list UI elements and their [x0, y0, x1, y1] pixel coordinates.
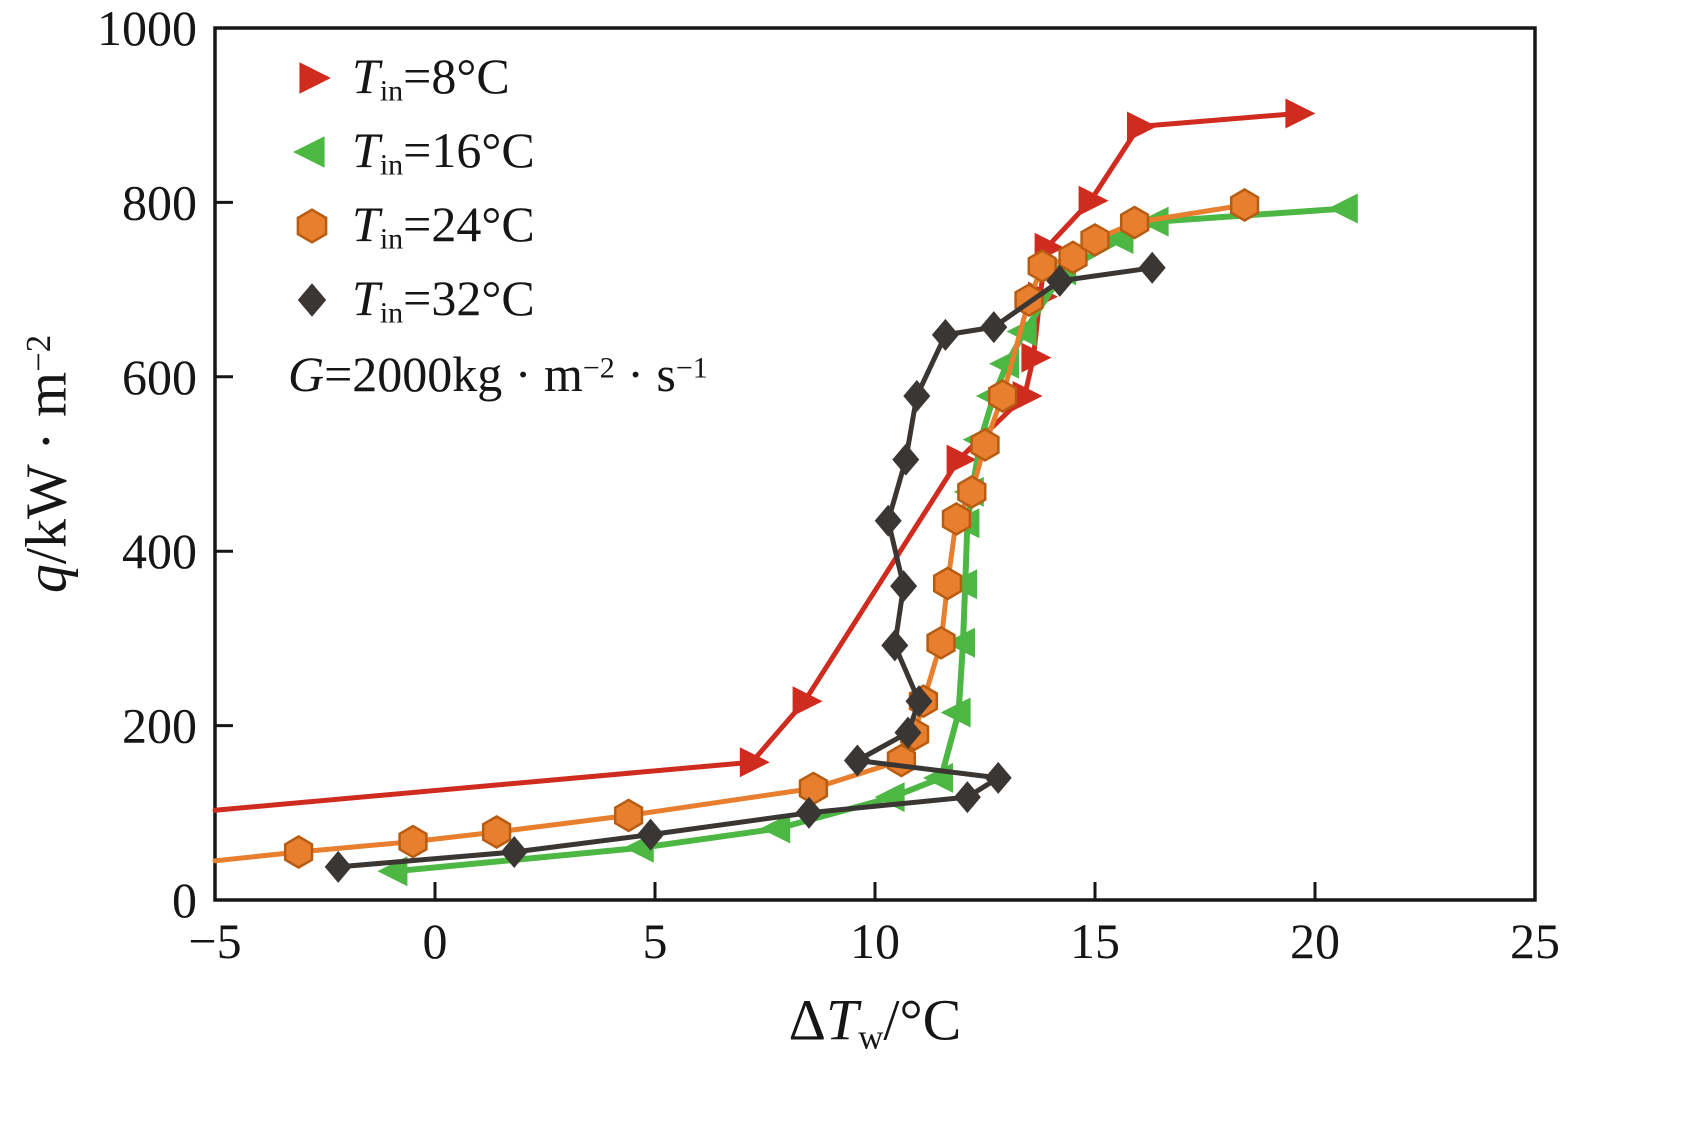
marker-triangle-right [1127, 111, 1157, 142]
y-tick-label: 1000 [97, 0, 197, 56]
marker-hexagon [1080, 222, 1110, 257]
legend-marker-triangle-left-icon [288, 128, 336, 176]
marker-diamond [637, 818, 665, 851]
marker-triangle-right [792, 686, 823, 717]
y-tick-label: 600 [122, 349, 197, 405]
legend-label: Tin=16°C [352, 122, 535, 182]
marker-diamond [843, 744, 871, 777]
marker-hexagon [1229, 188, 1260, 222]
marker-hexagon [283, 835, 314, 869]
marker-diamond [905, 685, 933, 718]
marker-diamond [892, 443, 920, 476]
marker-hexagon [1027, 249, 1057, 284]
marker-diamond [931, 318, 959, 351]
marker-hexagon [481, 815, 512, 849]
marker-diamond [881, 629, 909, 662]
marker-hexagon [1119, 205, 1150, 240]
marker-diamond [297, 283, 327, 317]
marker-hexagon [296, 208, 328, 244]
y-tick-label: 400 [122, 523, 197, 579]
legend-item-tin-32: Tin=32°C [288, 266, 708, 334]
legend: Tin=8°C Tin=16°C Tin=24°C Tin=32°C G=200… [288, 44, 708, 408]
marker-diamond [894, 716, 922, 749]
marker-diamond [984, 761, 1012, 794]
delta-symbol: Δ [788, 987, 826, 1053]
legend-label: Tin=8°C [352, 48, 510, 108]
y-tick-label: 200 [122, 698, 197, 754]
marker-diamond [874, 504, 902, 537]
marker-hexagon [798, 771, 829, 806]
legend-marker-hexagon-icon [288, 202, 336, 250]
legend-item-tin-8: Tin=8°C [288, 44, 708, 112]
legend-annotation: G=2000kg · m−2 · s−1 [288, 346, 708, 402]
marker-diamond [890, 570, 918, 603]
marker-triangle-right [1078, 185, 1109, 216]
marker-triangle-left [940, 697, 971, 728]
marker-hexagon [957, 474, 987, 509]
marker-diamond [500, 836, 528, 868]
legend-item-tin-16: Tin=16°C [288, 118, 708, 186]
marker-diamond [980, 311, 1008, 344]
marker-hexagon [398, 824, 428, 859]
marker-diamond [953, 781, 981, 814]
legend-label: Tin=32°C [352, 270, 535, 330]
x-axis-label: ΔTw/°C [788, 987, 962, 1057]
marker-triangle-left [760, 813, 791, 844]
marker-triangle-right [1285, 98, 1316, 129]
marker-hexagon [926, 625, 956, 660]
marker-triangle-right [739, 747, 770, 778]
legend-marker-triangle-right-icon [288, 54, 336, 102]
marker-hexagon [941, 501, 972, 536]
marker-diamond [903, 380, 931, 412]
y-tick-label: 800 [122, 174, 197, 230]
marker-hexagon [886, 743, 917, 778]
x-tick-label: 5 [643, 913, 668, 969]
marker-triangle-right [946, 444, 977, 475]
legend-marker-diamond-icon [288, 276, 336, 324]
marker-hexagon [932, 566, 963, 601]
marker-triangle-left [293, 136, 325, 168]
x-tick-label: 0 [423, 913, 448, 969]
legend-label: Tin=24°C [352, 196, 535, 256]
marker-hexagon [613, 798, 644, 833]
x-tick-label: 25 [1510, 913, 1560, 969]
x-tick-label: 10 [850, 913, 900, 969]
marker-triangle-right [1012, 381, 1043, 411]
marker-triangle-left [1327, 193, 1358, 224]
marker-diamond [324, 850, 352, 883]
marker-triangle-left [945, 627, 975, 658]
y-tick-label: 0 [172, 872, 197, 928]
y-axis-label: q/kW · m−2 [13, 334, 79, 594]
marker-triangle-right [1021, 342, 1052, 373]
legend-item-tin-24: Tin=24°C [288, 192, 708, 260]
x-tick-label: 15 [1070, 913, 1120, 969]
marker-hexagon [987, 379, 1018, 413]
x-tick-label: 20 [1290, 913, 1340, 969]
marker-triangle-right [299, 62, 331, 94]
x-tick-label: −5 [188, 913, 241, 969]
marker-diamond [1046, 264, 1074, 297]
marker-diamond [1138, 251, 1166, 284]
marker-hexagon [970, 427, 1000, 462]
marker-diamond [795, 796, 823, 829]
